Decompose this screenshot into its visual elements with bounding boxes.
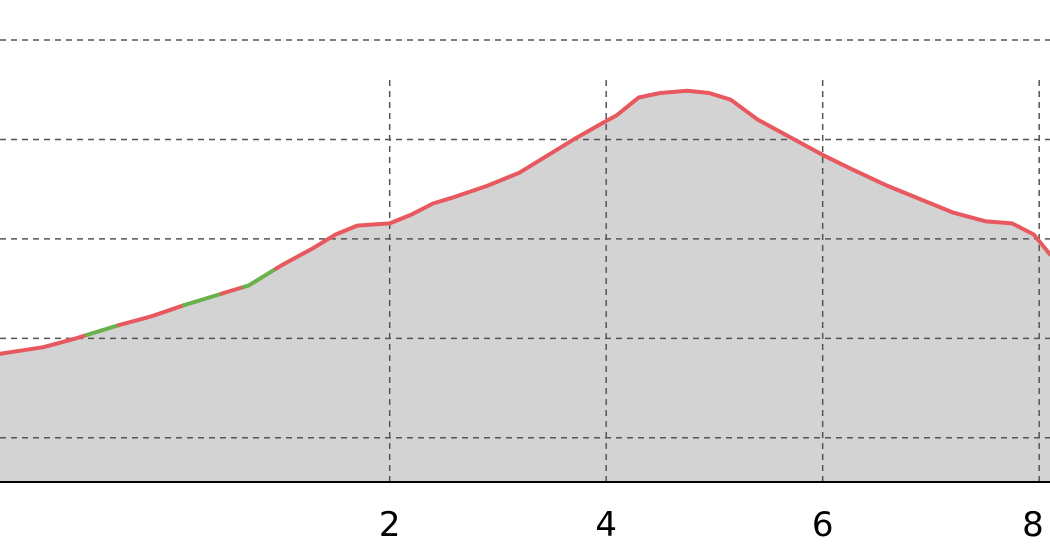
x-tick-label-4: 4 (595, 505, 617, 545)
profile-segment-4 (182, 291, 224, 308)
x-tick-label-2: 2 (379, 505, 401, 545)
x-tick-labels: 2 4 6 8 (379, 505, 1044, 545)
profile-segment-7 (274, 88, 1050, 271)
x-tick-label-8: 8 (1022, 505, 1044, 545)
profile-segment-1 (0, 333, 89, 356)
gridlines-layer (0, 39, 1050, 482)
profile-segment-2 (84, 323, 122, 337)
elevation-area (0, 90, 1050, 483)
x-tick-label-6: 6 (812, 505, 834, 545)
profile-segment-3 (117, 303, 186, 328)
profile-segment-5 (219, 285, 246, 296)
profile-line-layer (0, 88, 1050, 356)
area-fill-layer (0, 90, 1050, 483)
profile-segment-6 (241, 266, 278, 289)
